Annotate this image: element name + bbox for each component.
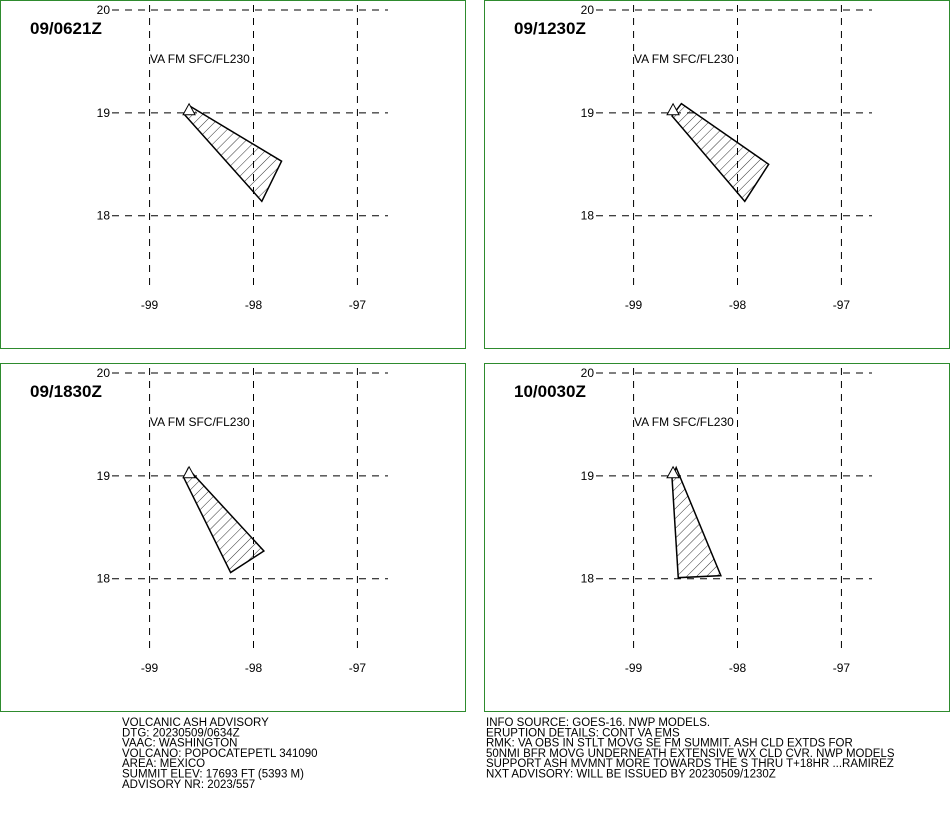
advisory-line: SUMMIT ELEV: 17693 FT (5393 M)	[122, 769, 304, 781]
x-tick-label: -97	[349, 661, 367, 675]
map-panel: -99 -98 -97 18 19 20 09/1230Z VA FM SFC/FL230	[484, 0, 950, 349]
x-tick-label: -97	[833, 661, 851, 675]
y-tick-label: 18	[97, 572, 111, 586]
y-tick-label: 18	[581, 209, 595, 223]
advisory-line: VAAC: WASHINGTON	[122, 738, 237, 750]
volcano-marker	[182, 465, 196, 479]
advisory-line: AREA: MEXICO	[122, 758, 205, 770]
panel-title: 09/1830Z	[30, 382, 102, 401]
advisory-line: ERUPTION DETAILS: CONT VA EMS	[486, 727, 680, 739]
x-tick-label: -99	[141, 661, 159, 675]
advisory-line: VOLCANIC ASH ADVISORY	[122, 717, 269, 729]
advisory-line: 50NMI BFR MOVG UNDERNEATH EXTENSIVE WX C…	[486, 748, 895, 760]
y-tick-label: 18	[581, 572, 595, 586]
panel-border	[0, 363, 466, 712]
x-tick-label: -99	[625, 661, 643, 675]
advisory-line: SUPPORT ASH MVMNT MORE TOWARDS THE S THR…	[486, 758, 894, 770]
y-tick-label: 19	[581, 106, 595, 120]
x-tick-label: -98	[729, 661, 747, 675]
map-panel: -99 -98 -97 18 19 20 10/0030Z VA FM SFC/FL230	[484, 363, 950, 712]
y-tick-label: 19	[581, 469, 595, 483]
advisory-line: DTG: 20230509/0634Z	[122, 727, 240, 739]
x-tick-label: -97	[349, 298, 367, 312]
x-tick-label: -99	[141, 298, 159, 312]
advisory-line: NXT ADVISORY: WILL BE ISSUED BY 20230509…	[486, 769, 776, 781]
y-tick-label: 20	[97, 3, 111, 17]
y-tick-label: 20	[97, 366, 111, 380]
volcano-marker	[666, 465, 680, 479]
x-tick-label: -98	[245, 298, 263, 312]
panel-border	[0, 0, 466, 349]
volcano-marker	[182, 102, 196, 116]
x-tick-label: -98	[245, 661, 263, 675]
y-tick-label: 19	[97, 106, 111, 120]
advisory-line: INFO SOURCE: GOES-16. NWP MODELS.	[486, 717, 710, 729]
ash-cloud	[671, 465, 722, 579]
advisory-line: ADVISORY NR: 2023/557	[122, 779, 255, 791]
advisory-line: VOLCANO: POPOCATEPETL 341090	[122, 748, 318, 760]
y-tick-label: 20	[581, 3, 595, 17]
x-tick-label: -98	[729, 298, 747, 312]
layer-label: VA FM SFC/FL230	[634, 415, 734, 429]
ash-cloud	[183, 467, 266, 574]
panel-title: 09/0621Z	[30, 19, 102, 38]
layer-label: VA FM SFC/FL230	[150, 415, 250, 429]
panel-title: 09/1230Z	[514, 19, 586, 38]
y-tick-label: 20	[581, 366, 595, 380]
y-tick-label: 18	[97, 209, 111, 223]
map-panel: -99 -98 -97 18 19 20 09/1830Z VA FM SFC/FL230	[0, 363, 466, 712]
panel-title: 10/0030Z	[514, 382, 586, 401]
ash-cloud	[182, 104, 283, 203]
ash-cloud	[671, 102, 770, 203]
advisory-line: RMK: VA OBS IN STLT MOVG SE FM SUMMIT. A…	[486, 738, 853, 750]
layer-label: VA FM SFC/FL230	[634, 52, 734, 66]
y-tick-label: 19	[97, 469, 111, 483]
volcano-marker	[666, 102, 680, 116]
map-panel: -99 -98 -97 18 19 20 09/0621Z VA FM SFC/FL230	[0, 0, 466, 349]
x-tick-label: -97	[833, 298, 851, 312]
layer-label: VA FM SFC/FL230	[150, 52, 250, 66]
x-tick-label: -99	[625, 298, 643, 312]
